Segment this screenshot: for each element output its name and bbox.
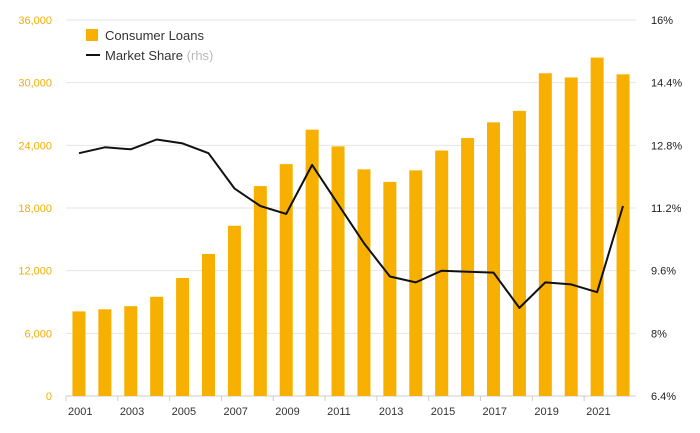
bar-2021 [590, 57, 604, 396]
bar-2002 [98, 309, 112, 396]
legend-swatch-consumer-loans [86, 29, 98, 41]
left-tick-label: 18,000 [18, 203, 52, 215]
x-tick-label: 2007 [223, 406, 247, 418]
right-tick-label: 8% [651, 328, 667, 340]
legend-label-market-share-name: Market Share [105, 48, 183, 63]
x-tick-label: 2003 [120, 406, 144, 418]
bar-2018 [512, 110, 526, 396]
bar-2010 [305, 129, 319, 396]
bar-2006 [202, 253, 215, 396]
market-share-line [78, 138, 624, 309]
bar-2012 [357, 169, 371, 396]
bar-2020 [564, 77, 578, 396]
consumer-loans-bars [72, 57, 630, 397]
bar-2015 [435, 150, 449, 396]
x-axis: 2001 2003 2005 2007 2009 2011 2013 2015 2017 2019… [65, 396, 611, 418]
bar-2007 [227, 225, 241, 396]
left-tick-label: 30,000 [18, 78, 52, 90]
x-tick-label: 2001 [68, 406, 92, 418]
bar-2022 [616, 74, 630, 397]
legend-label-market-share: Market Share (rhs) [105, 48, 213, 63]
x-tick-label: 2019 [534, 406, 558, 418]
x-tick-label: 2021 [586, 406, 610, 418]
bar-2019 [538, 73, 552, 397]
left-tick-label: 12,000 [18, 266, 52, 278]
right-tick-label: 11.2% [651, 203, 682, 215]
right-tick-label: 6.4% [651, 391, 676, 403]
x-tick-label: 2013 [379, 406, 403, 418]
legend: Consumer Loans Market Share (rhs) [86, 28, 213, 63]
bar-2005 [176, 277, 190, 396]
left-tick-label: 0 [46, 391, 52, 403]
bar-2016 [461, 138, 475, 396]
x-tick-label: 2005 [172, 406, 196, 418]
right-tick-label: 16% [651, 15, 673, 27]
x-tick-label: 2017 [483, 406, 507, 418]
bar-2017 [487, 122, 500, 396]
right-tick-label: 14.4% [651, 78, 682, 90]
bar-2013 [383, 181, 397, 396]
bar-2004 [150, 296, 164, 396]
left-tick-label: 6,000 [24, 328, 52, 340]
legend-label-consumer-loans: Consumer Loans [105, 28, 204, 43]
bar-2009 [279, 164, 293, 396]
x-tick-label: 2015 [431, 406, 455, 418]
bar-2003 [124, 306, 138, 396]
right-tick-label: 12.8% [651, 140, 682, 152]
market-share-line-layer [78, 138, 624, 309]
bar-2001 [72, 311, 86, 396]
right-tick-label: 9.6% [651, 266, 676, 278]
left-axis: 0 6,000 12,000 18,000 24,000 30,000 36,000 [18, 15, 52, 403]
right-axis: 6.4% 8% 9.6% 11.2% 12.8% 14.4% 16% [651, 15, 682, 403]
x-tick-label: 2009 [275, 406, 299, 418]
x-tick-label: 2011 [327, 406, 351, 418]
bar-2008 [253, 186, 267, 396]
left-tick-label: 36,000 [18, 15, 52, 27]
legend-label-market-share-suffix: (rhs) [187, 48, 214, 63]
left-tick-label: 24,000 [18, 140, 52, 152]
bar-2011 [331, 146, 345, 396]
